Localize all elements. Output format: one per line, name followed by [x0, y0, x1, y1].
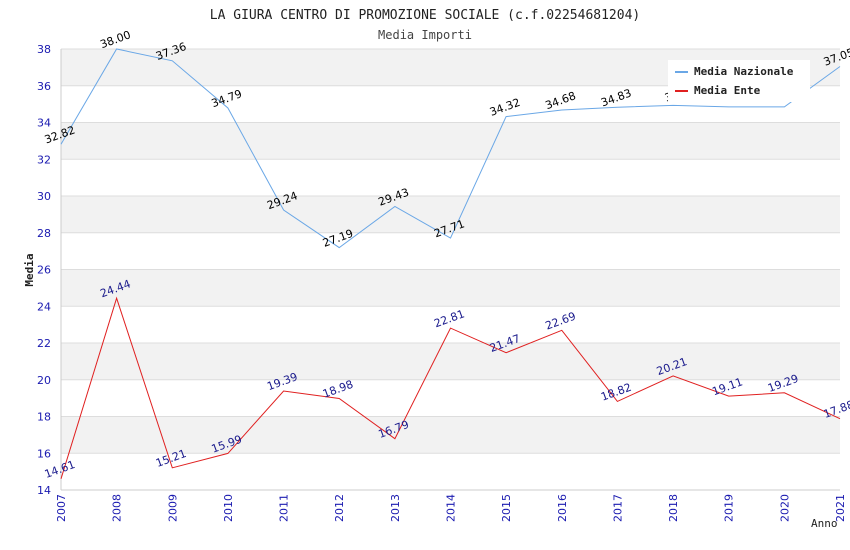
x-tick-label: 2018	[667, 494, 680, 522]
x-tick-label: 2007	[55, 494, 68, 522]
data-label: 38.00	[98, 28, 132, 51]
x-tick-label: 2020	[778, 494, 791, 522]
x-tick-label: 2012	[333, 494, 346, 522]
x-tick-label: 2013	[389, 494, 402, 522]
y-axis-label: Media	[23, 253, 36, 286]
background-band	[61, 453, 840, 490]
y-tick-labels: 14 16 18 20 22 24 26 28 30 32 34 36 38	[37, 43, 51, 497]
x-tick-label: 2015	[500, 494, 513, 522]
x-tick-label: 2017	[611, 494, 624, 522]
x-tick-labels: 2007 2008 2009 2010 2011 2012 2013 2014 2015 2016…	[55, 494, 847, 522]
y-tick-label: 20	[37, 374, 51, 387]
x-tick-label: 2011	[278, 494, 291, 522]
x-tick-label: 2009	[166, 494, 179, 522]
series-lines	[60, 48, 841, 479]
legend-box	[668, 60, 810, 102]
y-tick-label: 22	[37, 337, 51, 350]
chart-subtitle: Media Importi	[378, 28, 472, 42]
background-band	[61, 122, 840, 160]
background-band	[61, 306, 840, 343]
x-tick-label: 2021	[834, 494, 847, 522]
x-tick-label: 2010	[222, 494, 235, 522]
y-tick-label: 18	[37, 411, 51, 424]
series-line-media-ente	[60, 296, 841, 479]
y-tick-label: 38	[37, 43, 51, 56]
series-line-media-nazionale	[60, 48, 841, 249]
x-tick-label: 2008	[111, 494, 124, 522]
background-band	[61, 232, 840, 270]
background-band	[61, 379, 840, 417]
background-band	[61, 159, 840, 196]
y-tick-label: 26	[37, 264, 51, 277]
y-tick-label: 30	[37, 190, 51, 203]
y-tick-label: 34	[37, 117, 51, 130]
y-tick-label: 32	[37, 153, 51, 166]
legend-label-media-nazionale: Media Nazionale	[694, 65, 794, 78]
background-band	[61, 343, 840, 380]
x-tick-label: 2019	[723, 494, 736, 522]
chart-title: LA GIURA CENTRO DI PROMOZIONE SOCIALE (c…	[210, 8, 640, 23]
plot-background-bands	[61, 49, 840, 490]
x-tick-label: 2014	[445, 494, 458, 522]
x-tick-label: 2016	[556, 494, 569, 522]
y-tick-label: 36	[37, 80, 51, 93]
legend: Media Nazionale Media Ente	[668, 60, 810, 102]
y-tick-label: 16	[37, 447, 51, 460]
y-tick-label: 14	[37, 484, 51, 497]
legend-label-media-ente: Media Ente	[694, 84, 761, 97]
background-band	[61, 416, 840, 454]
y-tick-label: 24	[37, 300, 51, 313]
background-band	[61, 196, 840, 233]
x-axis-label: Anno	[811, 517, 838, 530]
y-tick-label: 28	[37, 227, 51, 240]
background-band	[61, 269, 840, 307]
